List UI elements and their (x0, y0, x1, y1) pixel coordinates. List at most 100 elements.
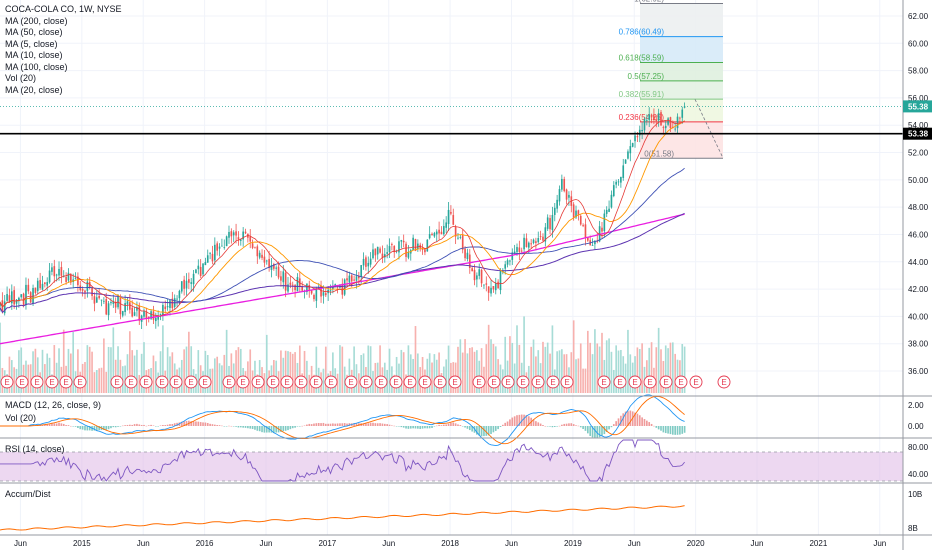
volume-bar (558, 350, 561, 393)
earnings-event-label: E (617, 378, 622, 387)
accum-dist-label[interactable]: Accum/Dist (5, 489, 51, 499)
candle-body (452, 215, 455, 225)
candle-body (561, 178, 563, 190)
earnings-event-label: E (601, 378, 606, 387)
macd-histogram-bar (511, 417, 514, 426)
candle-body (273, 263, 275, 269)
earnings-event-label: E (393, 378, 398, 387)
candle-body (638, 129, 641, 136)
macd-histogram-bar (421, 426, 424, 429)
volume-bar (188, 331, 190, 393)
macd-histogram-bar (393, 425, 396, 427)
rsi-label[interactable]: RSI (14, close) (5, 444, 65, 454)
volume-bar (263, 373, 266, 393)
legend-ma50[interactable]: MA (50, close) (5, 27, 63, 37)
candle-body (166, 306, 169, 308)
earnings-event-marker (184, 375, 198, 389)
candle-body (624, 159, 627, 164)
earnings-event-label: E (678, 378, 683, 387)
legend-ma5[interactable]: MA (5, close) (5, 38, 58, 49)
ma10-line (0, 119, 685, 317)
macd-histogram-bar (402, 426, 405, 428)
volume-bar (537, 350, 540, 393)
candle-body (214, 244, 216, 261)
x-tick-label: 2019 (564, 539, 582, 548)
macd-histogram-bar (671, 426, 674, 435)
legend-ma20[interactable]: MA (20, close) (5, 84, 63, 95)
candle-body (372, 249, 374, 259)
candle-body (539, 236, 542, 237)
macd-histogram-bar (121, 425, 124, 427)
macd-histogram-bar (471, 426, 473, 432)
volume-bar (353, 346, 355, 393)
candle-body (646, 120, 648, 122)
volume-bar (36, 357, 39, 393)
candle-body (294, 285, 296, 291)
volume-bar (166, 347, 169, 393)
volume-bar (84, 362, 86, 393)
macd-histogram-bar (537, 422, 540, 426)
candle-body (199, 266, 202, 277)
candle-body (535, 241, 537, 243)
ma100-line (0, 212, 685, 314)
candle-body (407, 252, 410, 258)
earnings-event-label: E (564, 378, 569, 387)
candle-body (601, 227, 603, 232)
earnings-event-marker (280, 375, 294, 389)
volume-bar (46, 353, 49, 393)
macd-histogram-bar (133, 424, 136, 426)
legend-ma200[interactable]: MA (200, close) (5, 15, 68, 26)
macd-label[interactable]: MACD (12, 26, close, 9) (5, 400, 102, 410)
macd-histogram-bar (51, 423, 53, 426)
candle-body (447, 209, 450, 225)
macd-histogram-bar (447, 423, 450, 426)
candle-body (627, 151, 629, 159)
candle-body (20, 294, 23, 298)
candle-body (494, 283, 497, 291)
macd-histogram-bar (192, 421, 195, 426)
macd-histogram-bar (582, 426, 584, 430)
volume-bar (634, 356, 636, 393)
volume-bar (671, 342, 674, 393)
macd-histogram-bar (48, 424, 51, 426)
macd-histogram-bar (199, 422, 202, 426)
macd-histogram-bar (466, 426, 469, 429)
macd-histogram-bar (67, 425, 70, 426)
x-tick-label: 2016 (196, 539, 214, 548)
legend-ma100[interactable]: MA (100, close) (5, 61, 68, 72)
volume-bar (426, 358, 429, 393)
macd-histogram-bar (664, 426, 667, 434)
volume-bar (676, 359, 679, 393)
macd-histogram-bar (409, 426, 412, 429)
macd-histogram-bar (322, 422, 325, 426)
candle-body (485, 283, 488, 285)
chart-title[interactable]: COCA-COLA CO, 1W, NYSE (5, 4, 122, 14)
macd-histogram-bar (591, 426, 594, 438)
candle-body (603, 213, 606, 232)
macd-histogram-bar (662, 426, 665, 433)
macd-histogram-bar (273, 426, 275, 433)
volume-bar (620, 349, 622, 393)
fibonacci-retracement[interactable]: 1(62.92) 0.786(60.49) 0.618(58.59) 0.5(57.2… (619, 0, 724, 159)
macd-histogram-bar (584, 426, 587, 431)
legend-ma10[interactable]: MA (10, close) (5, 50, 63, 60)
volume-bar (400, 349, 403, 393)
volume-bar (180, 359, 183, 393)
candle-body (499, 271, 502, 291)
earnings-event-marker (374, 375, 388, 389)
candle-body (518, 247, 521, 252)
earnings-event-label: E (143, 378, 148, 387)
legend-vol[interactable]: Vol (20) (5, 73, 37, 83)
candle-body (15, 299, 18, 304)
candle-body (216, 243, 219, 251)
fib-level-label: 0.618(58.59) (619, 54, 665, 63)
volume-bar (596, 343, 599, 393)
vol-pane-label[interactable]: Vol (20) (5, 413, 37, 423)
macd-histogram-bar (258, 426, 261, 432)
macd-histogram-bar (667, 426, 669, 434)
macd-histogram-bar (136, 423, 138, 426)
macd-histogram-bar (287, 426, 289, 431)
macd-histogram-bar (480, 426, 483, 437)
